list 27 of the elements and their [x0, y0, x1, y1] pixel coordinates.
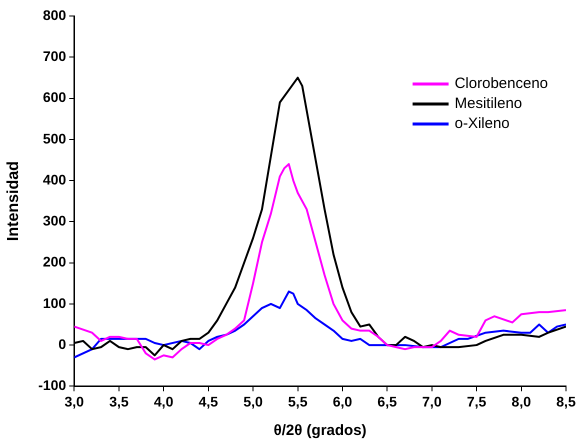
legend-label: o-Xileno [454, 115, 510, 132]
y-tick-label: 300 [42, 212, 66, 229]
x-tick-label: 4,5 [198, 393, 218, 410]
y-tick-label: 400 [42, 171, 66, 188]
y-tick-label: 600 [42, 89, 66, 106]
x-tick-label: 6,5 [377, 393, 398, 410]
x-tick-label: 5,5 [288, 393, 308, 410]
y-tick-label: 800 [42, 6, 66, 23]
y-tick-label: 700 [42, 48, 66, 64]
y-tick-label: 200 [42, 254, 66, 270]
x-tick-label: 8,5 [556, 393, 576, 410]
x-tick-label: 3,5 [109, 393, 129, 410]
x-tick-label: 8,0 [512, 393, 532, 410]
legend-label: Clorobenceno [454, 75, 548, 92]
x-tick-label: 6,0 [332, 393, 352, 410]
y-tick-label: 100 [42, 294, 66, 311]
y-tick-label: -100 [38, 377, 66, 394]
x-tick-label: 3,0 [64, 393, 84, 410]
x-tick-label: 4,0 [154, 393, 174, 410]
x-axis-title: θ/2θ (grados) [274, 422, 367, 440]
legend-label: Mesitileno [454, 95, 522, 112]
x-tick-label: 7,5 [466, 393, 487, 410]
y-tick-label: 0 [58, 336, 66, 352]
x-tick-label: 7,0 [422, 393, 442, 410]
y-tick-label: 500 [42, 130, 66, 146]
y-axis-title: Intensidad [5, 161, 22, 242]
x-tick-label: 5,0 [243, 393, 263, 410]
